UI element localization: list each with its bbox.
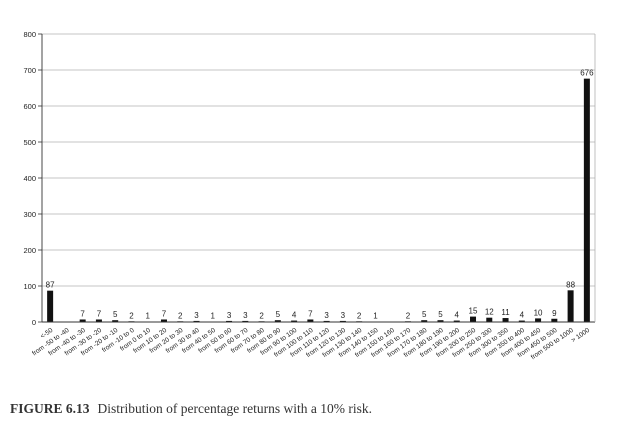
bar-value-label: 1 (145, 312, 150, 321)
y-tick-label: 200 (23, 246, 36, 255)
bar-value-label: 3 (194, 311, 199, 320)
bar-value-label: 4 (455, 311, 460, 320)
bar (486, 317, 493, 322)
bar-value-label: 2 (259, 311, 264, 320)
gridlines (42, 33, 595, 287)
bar-value-label: 3 (243, 311, 248, 320)
bar-value-label: 5 (438, 310, 443, 319)
y-tick-label: 500 (23, 138, 36, 147)
bar-value-label: 2 (357, 311, 362, 320)
bar-value-label: 7 (308, 309, 313, 318)
bar (226, 320, 233, 322)
bar (242, 320, 249, 322)
bar (47, 290, 54, 322)
y-tick-label: 800 (23, 30, 36, 39)
x-tick-label: > 1000 (570, 327, 591, 345)
bar (160, 319, 167, 322)
caption-text: Distribution of percentage returns with … (97, 401, 372, 416)
bar-value-label: 15 (469, 307, 478, 316)
bar-value-label: 7 (97, 309, 102, 318)
bar (323, 320, 330, 322)
bar-value-label: 1 (373, 312, 378, 321)
y-tick-labels: 0 100 200 300 400 500 600 700 800 (23, 30, 36, 327)
bar (453, 320, 460, 322)
bar-chart: 877 7 5 2 1 7 2 3 1 3 3 2 5 4 7 3 3 2 1 2 5 5 4 15 12 11 4 10 988676… (23, 30, 596, 362)
bar (535, 318, 542, 322)
y-tick-label: 600 (23, 102, 36, 111)
bar-value-label: 11 (501, 308, 510, 317)
bar-value-label: 4 (292, 311, 297, 320)
bar-value-label: 9 (552, 309, 557, 318)
y-tick-label: 700 (23, 66, 36, 75)
bar-value-label: 2 (129, 311, 134, 320)
bar-value-label: 7 (162, 309, 167, 318)
bar (567, 290, 574, 322)
bar (291, 320, 298, 322)
caption-label: FIGURE 6.13 (10, 401, 90, 416)
bar-value-label: 10 (534, 308, 543, 317)
bar-value-label: 7 (80, 309, 85, 318)
axes (38, 33, 596, 323)
bar-value-label: 2 (406, 311, 411, 320)
y-tick-label: 300 (23, 210, 36, 219)
bar-value-label: 3 (341, 311, 346, 320)
bar-value-label: 5 (113, 310, 118, 319)
bar (421, 320, 428, 322)
bar-value-label: 3 (324, 311, 329, 320)
bar (79, 319, 86, 322)
bars (47, 78, 590, 322)
bar (583, 78, 590, 322)
bar (518, 320, 525, 322)
bar-value-label: 2 (178, 311, 183, 320)
bar-value-label: 4 (520, 311, 525, 320)
bar-value-label: 12 (485, 308, 494, 317)
bar (307, 319, 314, 322)
y-tick-label: 0 (32, 318, 36, 327)
bar (193, 320, 200, 322)
bar-value-label: 5 (276, 310, 281, 319)
bar (437, 320, 444, 322)
bar-value-label: 5 (422, 310, 427, 319)
bar (551, 318, 558, 322)
bar-value-label: 676 (580, 69, 594, 78)
bar-value-label: 1 (211, 312, 216, 321)
figure-caption: FIGURE 6.13 Distribution of percentage re… (10, 401, 610, 417)
bar-value-label: 87 (46, 281, 55, 290)
bar (470, 316, 477, 322)
bar-value-label: 88 (566, 280, 575, 289)
y-tick-label: 100 (23, 282, 36, 291)
bar (339, 320, 346, 322)
bar (112, 320, 119, 322)
y-tick-label: 400 (23, 174, 36, 183)
bar-value-label: 3 (227, 311, 232, 320)
bar (95, 319, 102, 322)
bar (502, 318, 509, 322)
bar (274, 320, 281, 322)
